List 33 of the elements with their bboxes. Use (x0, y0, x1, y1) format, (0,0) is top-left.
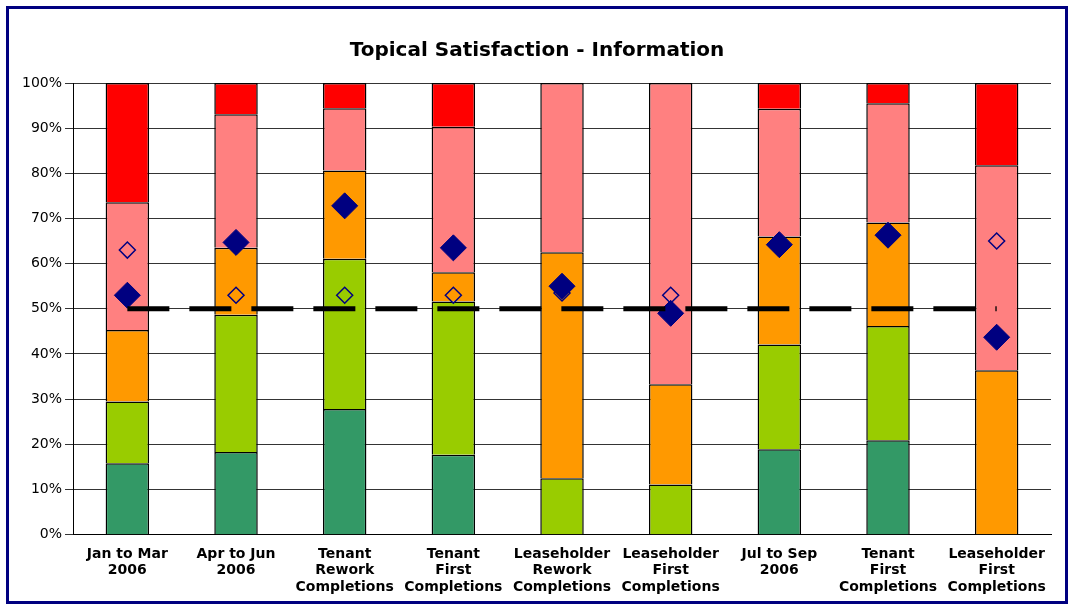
point (987, 232, 1006, 250)
x-tick-label: Apr to Jun 2006 (196, 544, 276, 578)
y-tick-label: 90% (30, 118, 63, 135)
point (227, 286, 245, 304)
y-tick-label: 70% (30, 209, 63, 226)
chart-title: Topical Satisfaction - Information (348, 37, 726, 61)
y-tick-label: 100% (21, 73, 63, 90)
point (983, 323, 1011, 351)
x-tick-label: Leaseholder First Completions (621, 544, 720, 595)
point (222, 228, 250, 256)
y-tick-label: 80% (30, 163, 63, 180)
x-tick-label: Tenant First Completions (404, 544, 503, 595)
point (661, 286, 680, 304)
y-tick-label: 10% (30, 480, 63, 497)
point (765, 231, 793, 259)
point (874, 221, 902, 249)
x-tick-label: Leaseholder First Completions (947, 544, 1046, 595)
y-tick-label: 50% (30, 299, 63, 316)
point (657, 299, 685, 327)
y-tick-label: 0% (39, 525, 63, 542)
x-tick-label: Leaseholder Rework Completions (512, 544, 612, 595)
y-tick-label: 60% (30, 254, 63, 271)
x-tick-label: Jul to Sep 2006 (740, 544, 818, 578)
x-tick-label: Tenant First Completions (838, 544, 938, 595)
x-tick-label: Tenant Rework Completions (295, 544, 394, 595)
y-tick-label: 40% (30, 344, 63, 361)
point (113, 281, 141, 309)
y-tick-label: 30% (30, 389, 63, 406)
point (439, 234, 467, 262)
y-tick-label: 20% (30, 434, 63, 451)
point (335, 286, 354, 304)
x-tick-label: Jan to Mar 2006 (85, 544, 168, 578)
point (118, 241, 137, 259)
